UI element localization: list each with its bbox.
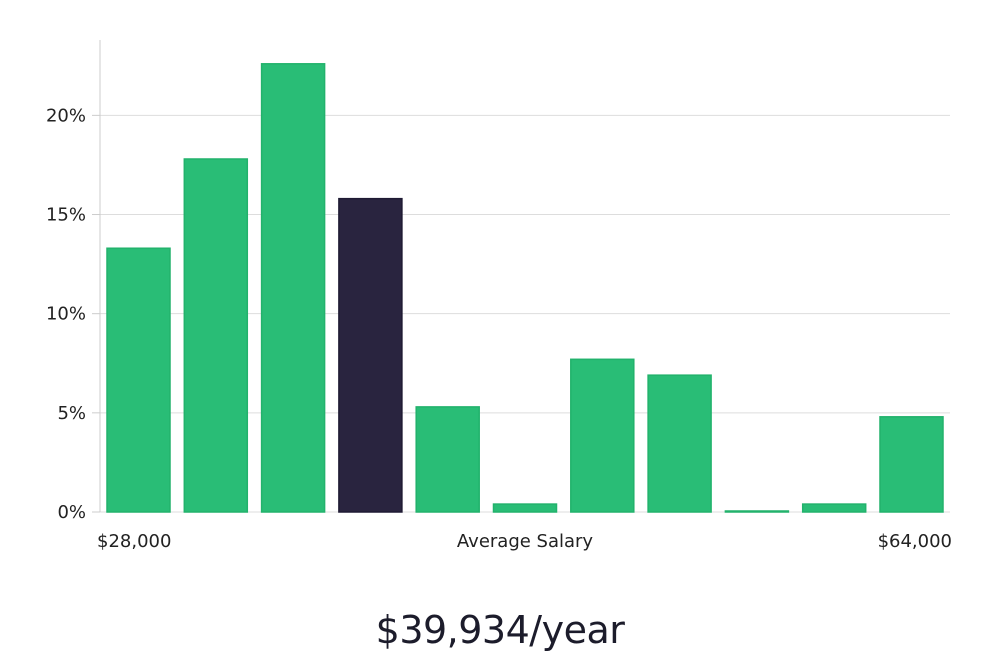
y-tick-label: 10%	[46, 304, 86, 325]
bar	[492, 503, 558, 513]
x-axis-max-label: $64,000	[878, 531, 952, 552]
x-axis-title: Average Salary	[457, 531, 594, 552]
salary-histogram: 0% 5% 10% 15% 20% $28,000 Average Salary $64…	[46, 40, 952, 552]
bars	[106, 63, 944, 513]
y-axis-ticks: 0% 5% 10% 15% 20%	[46, 105, 100, 523]
y-tick-label: 5%	[57, 403, 86, 424]
average-salary-value: $39,934/year	[375, 608, 625, 652]
y-tick-label: 15%	[46, 205, 86, 226]
x-axis-min-label: $28,000	[97, 531, 171, 552]
bar	[415, 406, 480, 513]
bar	[801, 503, 867, 513]
y-tick-label: 20%	[46, 105, 86, 126]
bar	[183, 158, 249, 513]
bar	[724, 510, 790, 513]
bar	[260, 63, 326, 513]
bar	[570, 358, 635, 513]
bar	[647, 374, 712, 513]
bar	[879, 416, 944, 513]
bar	[106, 247, 171, 513]
bar-highlighted	[338, 197, 403, 513]
y-tick-label: 0%	[57, 502, 86, 523]
